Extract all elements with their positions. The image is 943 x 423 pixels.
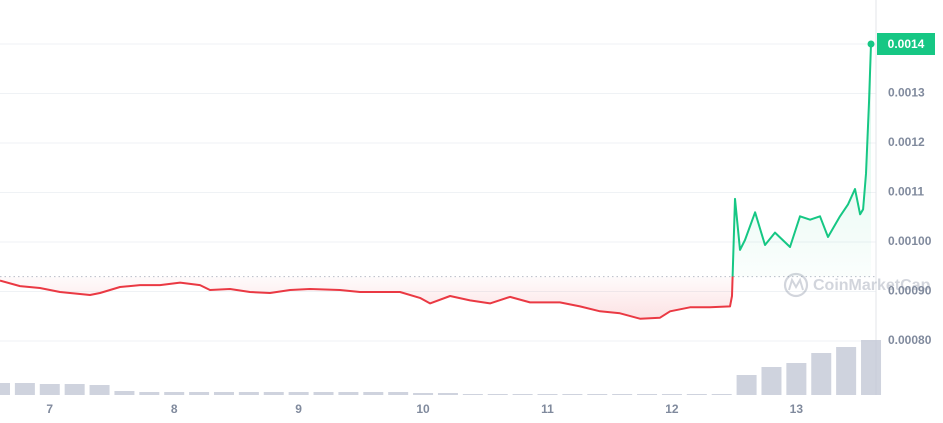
volume-bar [189,392,210,395]
y-tick-label: 0.00100 [888,234,932,248]
volume-bar [64,384,85,395]
volume-bar [811,353,832,395]
price-badge-label: 0.0014 [888,37,925,51]
price-badge [877,33,935,55]
volume-bar [338,392,359,395]
watermark-logo-m [788,277,804,291]
volume-bar [114,391,135,395]
volume-bar [661,394,682,395]
volume-bar [213,392,234,395]
volume-bar [39,384,60,395]
volume-bar [238,392,259,395]
volume-bar [462,394,483,395]
volume-bar [437,393,458,395]
y-tick-label: 0.0013 [888,86,925,100]
watermark-logo [783,272,809,298]
x-tick-label: 13 [790,402,804,416]
volume-bar [512,394,533,395]
volume-bar [263,392,284,395]
volume-bar [612,394,633,395]
volume-bar [0,383,10,395]
volume-bar [711,394,732,395]
price-area [0,44,871,319]
x-tick-label: 9 [295,402,302,416]
volume-bar [288,392,309,395]
x-tick-label: 7 [46,402,53,416]
volume-bar [587,394,608,395]
x-tick-label: 11 [541,402,554,416]
volume-bar [786,363,807,395]
last-point [867,40,875,48]
volume-bar [14,383,35,395]
volume-bar [139,392,160,395]
y-tick-label: 0.0012 [888,135,925,149]
x-tick-label: 12 [665,402,679,416]
volume-bar [686,394,707,395]
volume-bar [562,394,583,395]
price-line [0,43,872,320]
x-tick-label: 8 [171,402,178,416]
volume-bar [363,392,384,395]
volume-bar [836,347,857,395]
x-tick-label: 10 [416,402,430,416]
y-tick-label: 0.0011 [888,185,924,199]
volume-bar [164,392,185,395]
y-tick-label: 0.00080 [888,333,932,347]
volume-bar [861,340,882,395]
y-tick-label: 0.00090 [888,284,932,298]
volume-bar [537,394,558,395]
watermark: CoinMarketCap [783,272,931,298]
volume-bar [487,394,508,395]
watermark-text: CoinMarketCap [813,277,931,294]
volume-bar [89,385,110,395]
volume-bar [388,392,409,395]
volume-bar [637,394,658,395]
volume-bar [313,392,334,395]
volume-bar [736,375,757,395]
volume-bar [761,367,782,395]
volume-bar [413,393,434,395]
